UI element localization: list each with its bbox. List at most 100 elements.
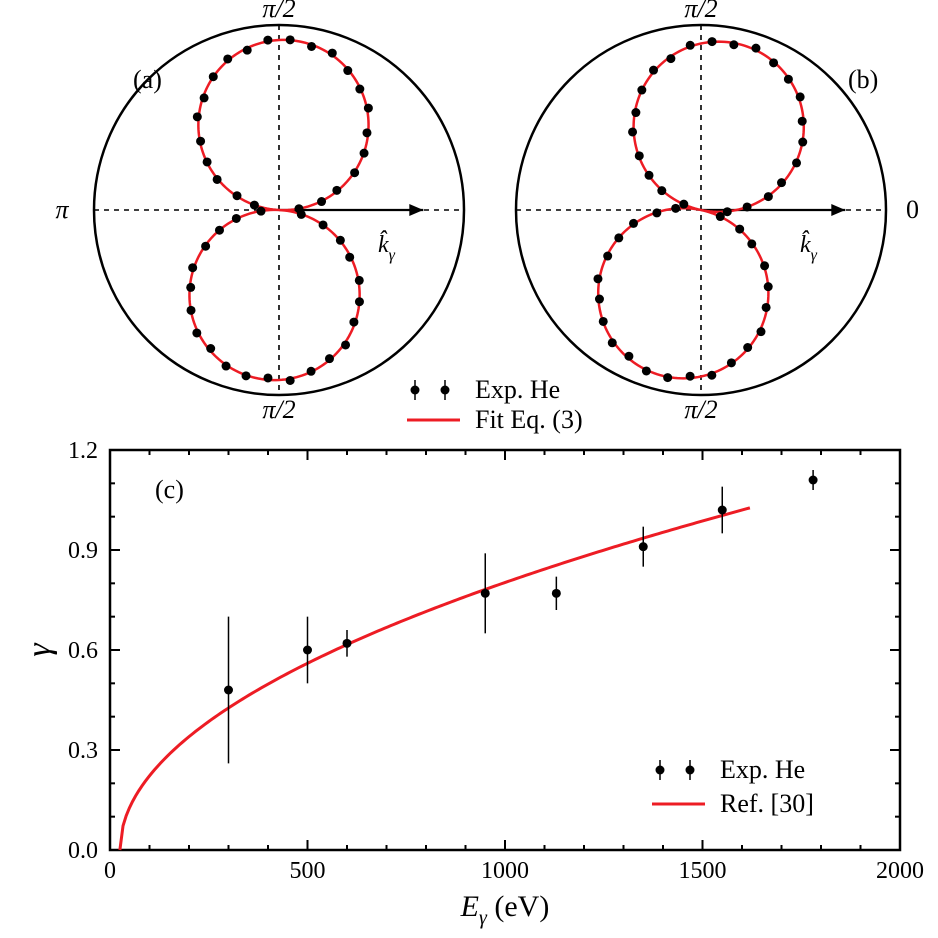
k-gamma-label: k̂γ [800,230,818,264]
data-point [686,372,695,381]
data-point [657,186,666,195]
xy-chart: 05001000150020000.00.30.60.91.2Eγ (eV)γ(… [21,438,924,929]
ytick-label: 0.6 [68,638,98,664]
polar-panel: π/2π/2π(a)k̂γ [55,0,464,424]
label-pi-2-top: π/2 [684,0,717,23]
data-point [792,158,801,167]
data-point [188,263,197,272]
data-point [743,202,752,211]
data-point [325,354,334,363]
data-point [635,151,644,160]
data-point [628,127,637,136]
data-point [603,252,612,261]
data-point [796,92,805,101]
data-point [760,261,769,270]
legend-exp-label: Exp. He [720,755,805,784]
data-point [297,210,306,219]
data-point [233,191,242,200]
data-point [307,367,316,376]
data-point [286,35,295,44]
data-point [263,373,272,382]
data-point [769,58,778,67]
data-point [723,207,732,216]
data-point [193,112,202,121]
data-point [341,340,350,349]
data-point [756,327,765,336]
data-point [629,219,638,228]
label-pi-2-bottom: π/2 [262,395,295,424]
x-axis-label: Eγ (eV) [460,890,550,929]
data-point [350,168,359,177]
data-point [364,104,373,113]
data-point [343,639,352,648]
data-point [263,36,272,45]
data-point [762,303,771,312]
data-point [777,178,786,187]
data-point [747,239,756,248]
data-point [645,171,654,180]
data-point [355,297,364,306]
data-point [307,42,316,51]
data-point [319,220,328,229]
data-point [552,589,561,598]
figure-svg: π/2π/2π(a)k̂γπ/2π/20(b)k̂γExp. HeFit Eq.… [0,0,938,938]
data-point [666,54,675,63]
data-point [332,186,341,195]
k-gamma-label: k̂γ [378,230,396,264]
data-point [707,371,716,380]
data-point [708,37,717,46]
panel-label: (b) [848,65,878,94]
xtick-label: 1500 [679,858,727,884]
legend-fit-label: Fit Eq. (3) [475,405,583,434]
data-point [718,506,727,515]
data-point [215,226,224,235]
data-point [203,157,212,166]
data-point [343,66,352,75]
data-point [671,204,680,213]
ytick-label: 0.9 [68,538,98,564]
data-point [764,282,773,291]
data-point [328,49,337,58]
data-point [303,646,312,655]
data-point [206,344,215,353]
data-point [595,295,604,304]
data-point [209,72,218,81]
data-point [187,306,196,315]
polar-panel: π/2 π/2 0 (b) k̂γ [516,0,919,424]
data-point [614,233,623,242]
data-point [360,149,369,158]
data-point [286,376,295,385]
data-point [196,137,205,146]
data-point [362,128,371,137]
theory-curve [120,508,750,850]
data-point [663,373,672,382]
data-point [317,197,326,206]
data-point [186,283,195,292]
data-point [735,225,744,234]
label-pi-2-bottom: π/2 [684,395,717,424]
data-point [250,201,259,210]
xtick-label: 0 [104,858,116,884]
data-point [729,40,738,49]
data-point [192,328,201,337]
data-point [639,542,648,551]
data-point [355,85,364,94]
label-zero: 0 [906,195,919,224]
data-point [599,317,608,326]
legend-exp-label: Exp. He [475,375,560,404]
data-point [224,686,233,695]
data-point [751,44,760,53]
data-point [223,54,232,63]
data-point [642,366,651,375]
data-point [637,86,646,95]
data-point [345,253,354,262]
data-point [336,236,345,245]
ytick-label: 0.3 [68,738,98,764]
data-point [608,338,617,347]
data-point [200,93,209,102]
data-point [743,343,752,352]
y-axis-label: γ [21,642,58,657]
panel-label: (a) [133,65,162,94]
data-point [798,138,807,147]
label-pi: π [55,195,69,224]
